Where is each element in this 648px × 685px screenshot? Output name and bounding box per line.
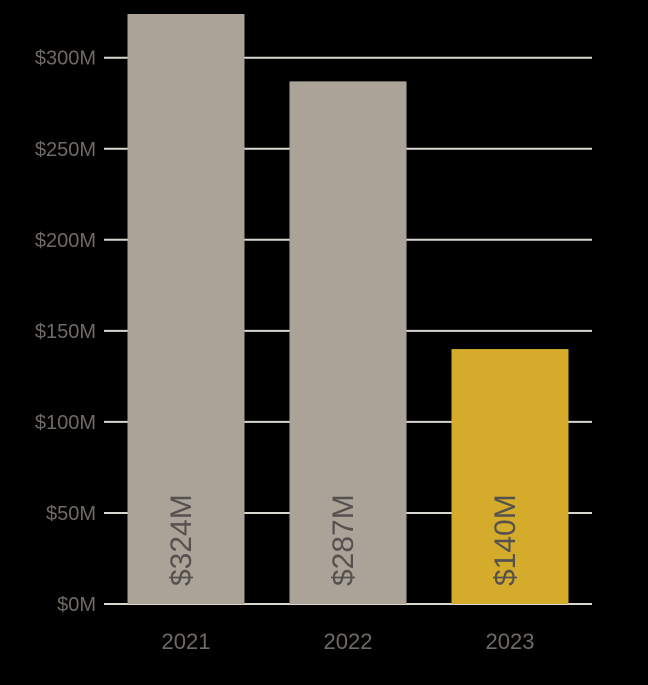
bar-2021: [127, 14, 245, 604]
bar-value-labels: $324M $287M $140M: [165, 494, 522, 586]
bar-value-label: $324M: [165, 494, 198, 586]
y-tick-label: $50M: [46, 503, 96, 525]
bar-2022: [289, 81, 407, 605]
x-tick-label: 2021: [162, 629, 211, 654]
x-tick-label: 2022: [324, 629, 373, 654]
y-tick-label: $0M: [57, 594, 96, 616]
y-tick-label: $150M: [35, 321, 96, 343]
y-tick-label: $200M: [35, 230, 96, 252]
bar-layer: [127, 14, 569, 605]
bar-2023: [451, 349, 569, 604]
y-tick-label: $300M: [35, 48, 96, 70]
y-tick-label: $250M: [35, 139, 96, 161]
x-axis-ticks: 2021 2022 2023: [162, 629, 535, 654]
bar-value-label: $140M: [489, 494, 522, 586]
x-tick-label: 2023: [486, 629, 535, 654]
bar-value-label: $287M: [327, 494, 360, 586]
y-axis-ticks: $0M $50M $100M $150M $200M $250M $300M: [35, 48, 96, 616]
y-tick-label: $100M: [35, 412, 96, 434]
